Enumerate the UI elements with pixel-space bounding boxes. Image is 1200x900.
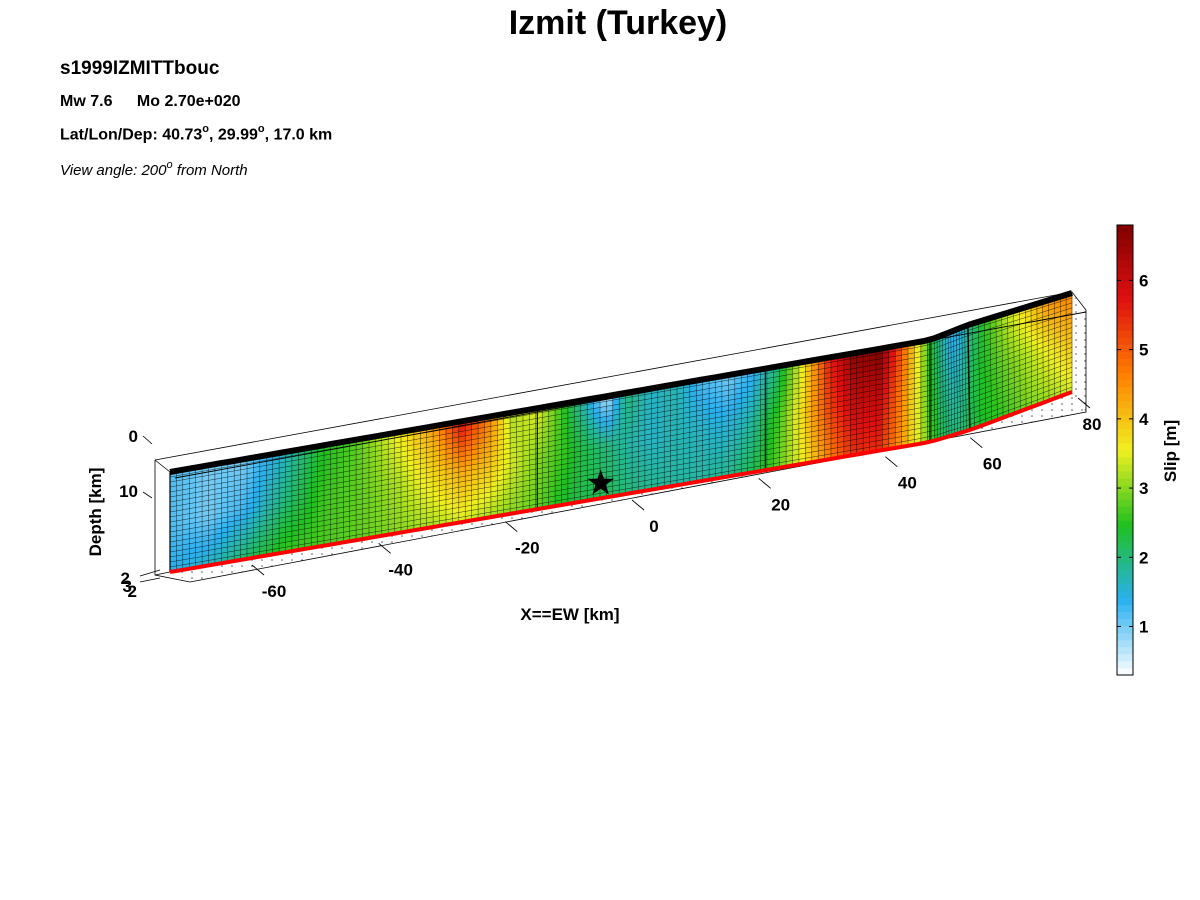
degree-symbol: o [257, 123, 265, 135]
colorbar-tick-label: 2 [1139, 548, 1148, 567]
x-tick-label: 20 [771, 495, 790, 514]
y-tick [142, 491, 153, 499]
colorbar-label: Slip [m] [1161, 420, 1180, 482]
view-prefix: View angle: 200 [60, 162, 167, 179]
x-tick-label: 60 [983, 455, 1002, 474]
x-tick-label: 40 [898, 474, 917, 493]
magnitude-row: Mw 7.6 Mo 2.70e+020 [60, 93, 241, 111]
y-tick-label: 10 [119, 482, 138, 501]
y-axis-label: Depth [km] [86, 468, 105, 557]
seismic-moment: Mo 2.70e+020 [136, 93, 241, 110]
y-tick-label: 2 [121, 569, 130, 588]
colorbar-tick-label: 5 [1139, 341, 1148, 360]
degree-symbol: o [166, 159, 173, 171]
x-tick [378, 542, 391, 554]
segment-boundary [967, 324, 971, 431]
x-tick-label: -20 [515, 539, 540, 558]
x-tick-label: -60 [262, 582, 287, 601]
x-tick [969, 437, 983, 449]
moment-magnitude: Mw 7.6 [60, 93, 113, 110]
box-edge [154, 459, 171, 473]
x-tick [251, 564, 265, 576]
fault-trace [169, 390, 1073, 574]
colorbar-tick-label: 4 [1139, 410, 1149, 429]
colorbar-tick-label: 3 [1139, 479, 1148, 498]
degree-symbol: o [202, 123, 209, 135]
hypocenter-location: Lat/Lon/Dep: 40.73o, 29.99o, 17.0 km [60, 123, 333, 144]
hypocenter-star [587, 469, 614, 495]
box-edge [154, 571, 171, 576]
chart-title: Izmit (Turkey) [508, 4, 728, 42]
x-tick-label: 80 [1083, 415, 1102, 434]
x-tick [758, 477, 771, 489]
colorbar-frame [1116, 224, 1134, 676]
x-tick [1077, 397, 1091, 409]
y-tick-label: 0 [129, 427, 138, 446]
y-tick-label: 2 [128, 582, 137, 601]
axes: X==EW [km] Depth [km] 0 10 2 3 2 -60 -40 -… [86, 397, 1102, 624]
x-axis-label: X==EW [km] [520, 605, 619, 624]
x-tick-label: 0 [649, 517, 658, 536]
colorbar: Slip [m] 1 2 3 4 5 6 [1116, 224, 1180, 676]
end-plane [1072, 293, 1086, 412]
dep-value: , 17.0 km [264, 126, 333, 144]
y-tick-label: 3 [123, 577, 132, 596]
view-suffix: from North [172, 162, 248, 179]
fault-top-edge [169, 290, 1073, 475]
y-tick [139, 569, 161, 577]
model-name: s1999IZMITTbouc [60, 58, 220, 79]
lat-label: Lat/Lon/Dep: 40.73 [60, 126, 203, 144]
x-tick [885, 456, 898, 468]
lon-value: , 29.99 [208, 126, 258, 144]
fault-edges [169, 290, 1073, 574]
x-tick-label: -40 [388, 560, 413, 579]
colorbar-tick-label: 1 [1139, 618, 1148, 637]
colorbar-tick-label: 6 [1139, 271, 1148, 290]
x-tick [631, 499, 645, 511]
view-angle: View angle: 200o from North [60, 159, 248, 179]
x-tick [505, 521, 518, 533]
y-tick [139, 577, 161, 583]
y-tick [142, 435, 153, 445]
